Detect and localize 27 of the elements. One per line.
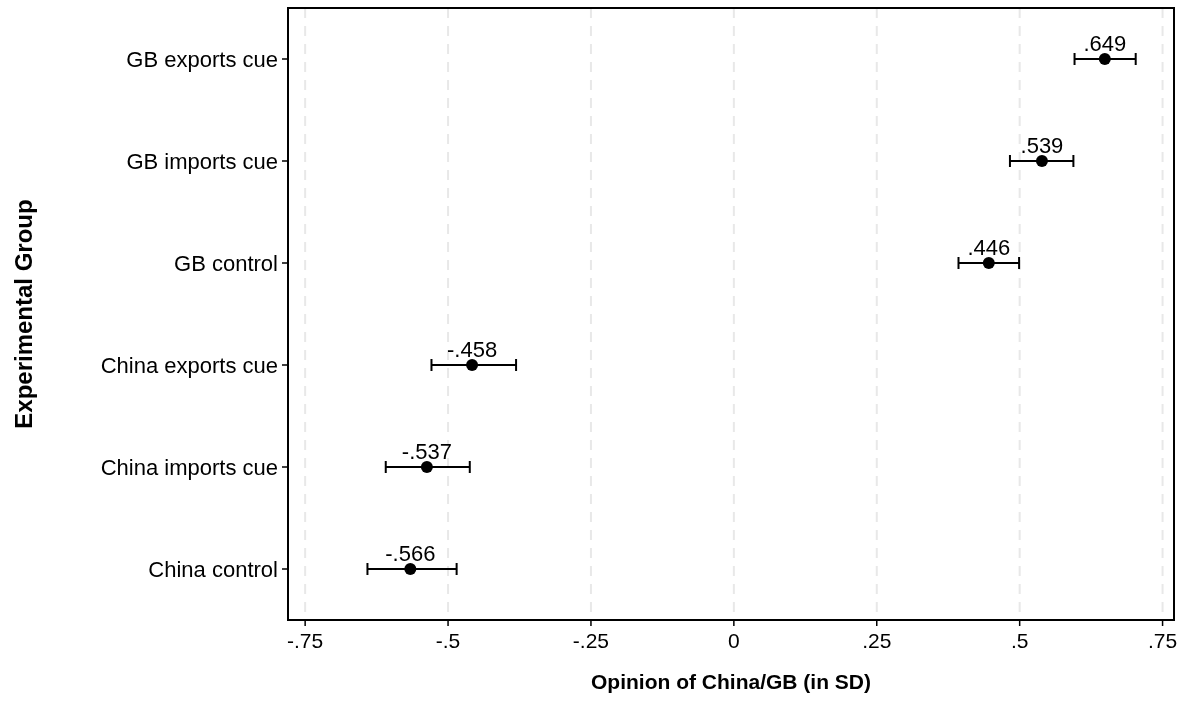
point	[982, 257, 995, 269]
x-tick-label: -.75	[287, 629, 324, 652]
data-label: -.458	[446, 337, 498, 362]
x-tick-label: -.25	[572, 629, 610, 652]
data-label: .649	[1083, 31, 1127, 56]
y-axis-title: Experimental Group	[10, 199, 37, 429]
point	[420, 461, 433, 473]
x-tick-label: 0	[728, 629, 740, 652]
x-tick-label: -.5	[435, 629, 461, 652]
data-label: .446	[967, 235, 1011, 260]
data-label: -.566	[385, 541, 436, 566]
data-label: .539	[1020, 133, 1064, 158]
y-tick-label: China exports cue	[100, 353, 278, 378]
y-tick-label: GB control	[174, 251, 278, 276]
data-label: -.537	[401, 439, 452, 464]
y-tick-label: GB imports cue	[126, 149, 278, 174]
x-axis-title: Opinion of China/GB (in SD)	[591, 670, 871, 693]
y-tick-label: China imports cue	[100, 455, 278, 480]
point	[466, 359, 479, 371]
point	[1035, 155, 1048, 167]
x-tick-label: .75	[1147, 629, 1178, 652]
y-tick-label: GB exports cue	[126, 47, 278, 72]
point	[1098, 53, 1111, 65]
x-tick-label: .25	[862, 629, 892, 652]
point	[404, 563, 417, 575]
x-tick-label: .5	[1010, 629, 1029, 652]
y-tick-label: China control	[148, 557, 278, 582]
